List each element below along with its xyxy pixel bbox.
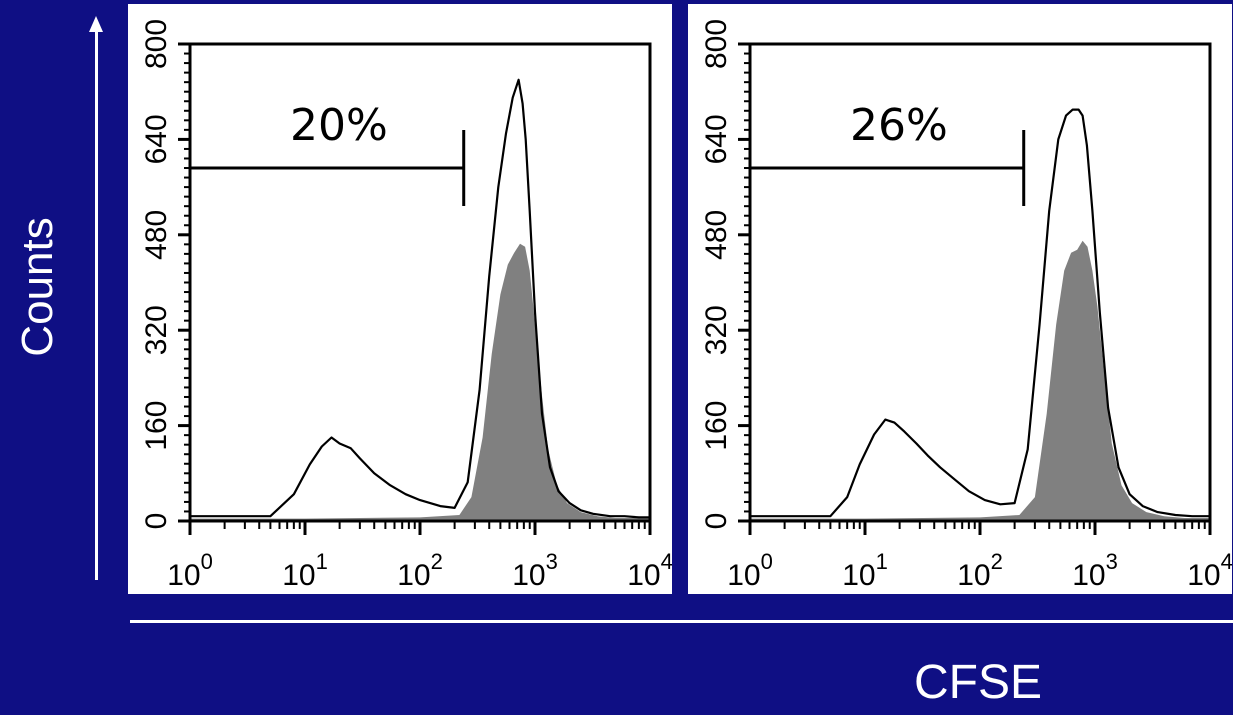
y-tick-label: 0 bbox=[700, 513, 733, 530]
plot-frame bbox=[190, 44, 650, 521]
y-tick-label: 640 bbox=[140, 114, 173, 164]
y-tick-label: 320 bbox=[700, 305, 733, 355]
x-tick-label: 103 bbox=[1072, 549, 1118, 592]
y-tick-label: 320 bbox=[140, 305, 173, 355]
y-tick-label: 480 bbox=[140, 210, 173, 260]
y-tick-label: 800 bbox=[140, 19, 173, 69]
histogram-filled-series bbox=[190, 244, 650, 521]
x-axis-rule bbox=[130, 620, 1233, 623]
x-axis-title: CFSE bbox=[914, 655, 1042, 710]
x-tick-label: 102 bbox=[957, 549, 1003, 592]
gate-percent-label: 26% bbox=[850, 100, 948, 151]
histogram-panel-left: 0 160 320 480 640 800 100 101 102 103 104 20% bbox=[128, 4, 672, 594]
x-tick-label: 100 bbox=[727, 549, 773, 592]
histogram-filled-series bbox=[750, 241, 1210, 521]
x-tick-label: 101 bbox=[282, 549, 328, 592]
x-tick-label: 101 bbox=[842, 549, 888, 592]
x-tick-label: 102 bbox=[397, 549, 443, 592]
x-tick-label: 104 bbox=[627, 549, 672, 592]
x-tick-label: 100 bbox=[167, 549, 213, 592]
chart-svg: 0 160 320 480 640 800 100 101 102 103 104 26% bbox=[688, 4, 1232, 594]
y-tick-label: 0 bbox=[140, 513, 173, 530]
histogram-outline-series bbox=[190, 80, 650, 518]
y-tick-label: 640 bbox=[700, 114, 733, 164]
y-axis-arrow bbox=[95, 30, 98, 580]
y-axis-title: Counts bbox=[13, 217, 63, 356]
y-tick-label: 160 bbox=[700, 401, 733, 451]
y-tick-label: 480 bbox=[700, 210, 733, 260]
y-axis-arrowhead bbox=[89, 16, 103, 32]
x-tick-label: 103 bbox=[512, 549, 558, 592]
x-tick-label: 104 bbox=[1187, 549, 1232, 592]
gate-percent-label: 20% bbox=[290, 100, 388, 151]
y-tick-label: 160 bbox=[140, 401, 173, 451]
chart-svg: 0 160 320 480 640 800 100 101 102 103 104 20% bbox=[128, 4, 672, 594]
plot-frame bbox=[750, 44, 1210, 521]
y-tick-label: 800 bbox=[700, 19, 733, 69]
histogram-outline-series bbox=[750, 110, 1210, 517]
histogram-panel-right: 0 160 320 480 640 800 100 101 102 103 104 26% bbox=[688, 4, 1232, 594]
